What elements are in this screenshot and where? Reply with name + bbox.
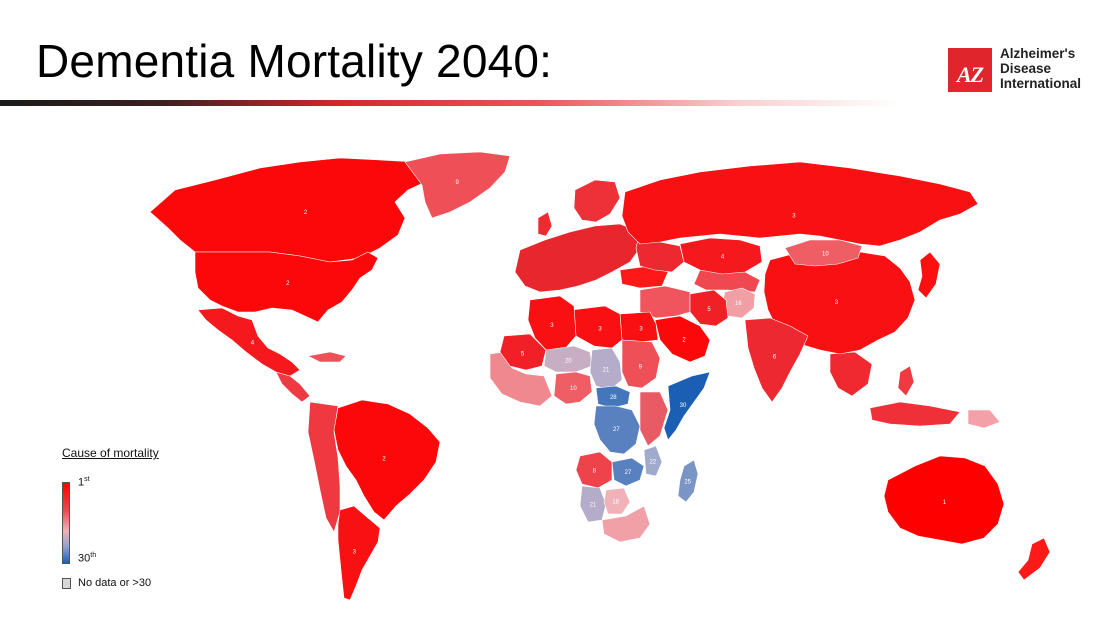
andes-fill <box>307 401 341 533</box>
central-america-fill <box>275 371 311 403</box>
country-somalia <box>663 371 711 441</box>
rank-label-botswana: 18 <box>612 500 619 506</box>
logo-line-1: Alzheimer's <box>1000 46 1076 61</box>
country-mozambique <box>643 445 663 477</box>
rank-label-mozambique: 22 <box>649 460 656 466</box>
rank-label-algeria: 3 <box>550 323 554 329</box>
logo-line-3: International <box>1000 76 1082 91</box>
rank-label-greenland: 9 <box>456 180 460 186</box>
rank-label-india: 6 <box>773 354 777 360</box>
country-greenland <box>404 151 511 219</box>
country-mali <box>499 333 547 371</box>
slide-title: Dementia Mortality 2040: <box>36 35 553 87</box>
country-sudan <box>621 339 661 389</box>
legend-nodata-swatch <box>62 578 71 589</box>
rank-label-angola: 8 <box>593 468 597 474</box>
country-botswana <box>603 487 631 515</box>
se-asia-fill <box>829 351 873 397</box>
rank-label-dr-congo: 27 <box>613 427 620 433</box>
rank-label-australia: 1 <box>943 500 947 506</box>
south-africa-fill <box>601 505 651 543</box>
rank-label-united-states: 2 <box>286 281 290 287</box>
country-canada <box>149 157 431 263</box>
country-kazakhstan <box>679 237 763 275</box>
japan-fill <box>917 251 941 299</box>
rank-label-russia: 3 <box>792 214 796 220</box>
rank-label-china: 3 <box>835 300 839 306</box>
adi-logo-mark: AZ <box>948 48 992 92</box>
title-underline <box>0 100 900 106</box>
rank-label-argentina: 3 <box>353 549 357 555</box>
rank-label-namibia: 21 <box>590 502 597 508</box>
caribbean-fill <box>307 351 347 363</box>
rank-label-iran: 5 <box>707 307 711 313</box>
country-australia <box>883 455 1005 545</box>
europe-fill <box>514 223 641 293</box>
rank-label-mali: 5 <box>521 351 525 357</box>
country-united-states <box>194 251 379 323</box>
country-russia <box>621 161 979 247</box>
legend-color-scale <box>62 482 70 564</box>
logo-line-2: Disease <box>1000 61 1052 76</box>
rank-label-saudi-arabia: 2 <box>682 337 686 343</box>
rank-label-afghanistan: 16 <box>735 301 742 307</box>
legend-title: Cause of mortality <box>62 446 159 460</box>
rank-label-niger: 20 <box>565 359 572 365</box>
country-madagascar <box>677 459 699 503</box>
rank-label-nigeria: 10 <box>570 386 577 392</box>
rank-label-madagascar: 25 <box>684 479 691 485</box>
country-chad <box>589 347 623 391</box>
uk-fill <box>537 211 553 237</box>
rank-label-chad: 21 <box>603 368 610 374</box>
country-china <box>763 249 916 355</box>
rank-label-mongolia: 10 <box>822 251 829 257</box>
country-libya <box>571 305 623 349</box>
country-zambia <box>611 457 645 487</box>
rank-label-brazil: 2 <box>382 456 386 462</box>
rank-label-sudan: 9 <box>639 364 643 370</box>
country-mexico <box>197 307 301 377</box>
philippines-fill <box>897 365 915 397</box>
png-fill <box>967 409 1001 429</box>
country-argentina <box>337 505 381 601</box>
country-iran <box>689 289 729 327</box>
country-brazil <box>333 399 441 521</box>
country-dr-congo <box>593 405 641 455</box>
adi-logo-text: Alzheimer's Disease International <box>1000 46 1081 91</box>
scandinavia-fill <box>573 179 621 223</box>
country-niger <box>543 345 593 373</box>
rank-label-zambia: 27 <box>625 470 632 476</box>
legend: Cause of mortality 1st 30th No data or >… <box>62 446 222 606</box>
country-car <box>595 385 631 409</box>
country-saudi-arabia <box>654 315 711 363</box>
legend-bottom-label: 30th <box>78 552 97 565</box>
rank-label-car: 28 <box>610 395 617 401</box>
indonesia-fill <box>869 401 961 427</box>
country-angola <box>575 451 613 489</box>
rank-label-somalia: 30 <box>680 403 687 409</box>
country-nigeria <box>553 371 593 405</box>
rank-label-mexico: 4 <box>251 340 255 346</box>
rank-label-kazakhstan: 4 <box>721 254 725 260</box>
legend-nodata-label: No data or >30 <box>78 577 152 589</box>
adi-logo-mark-text: AZ <box>956 62 984 87</box>
adi-logo: AZ Alzheimer's Disease International <box>948 46 1108 96</box>
nz-fill <box>1017 537 1051 581</box>
rank-label-egypt: 3 <box>639 327 643 333</box>
rank-label-canada: 2 <box>304 210 308 216</box>
country-namibia <box>579 485 607 523</box>
central-africa-fill <box>639 391 669 447</box>
country-india <box>744 317 809 403</box>
rank-label-libya: 3 <box>598 327 602 333</box>
country-mongolia <box>784 239 863 267</box>
legend-top-label: 1st <box>78 476 90 489</box>
